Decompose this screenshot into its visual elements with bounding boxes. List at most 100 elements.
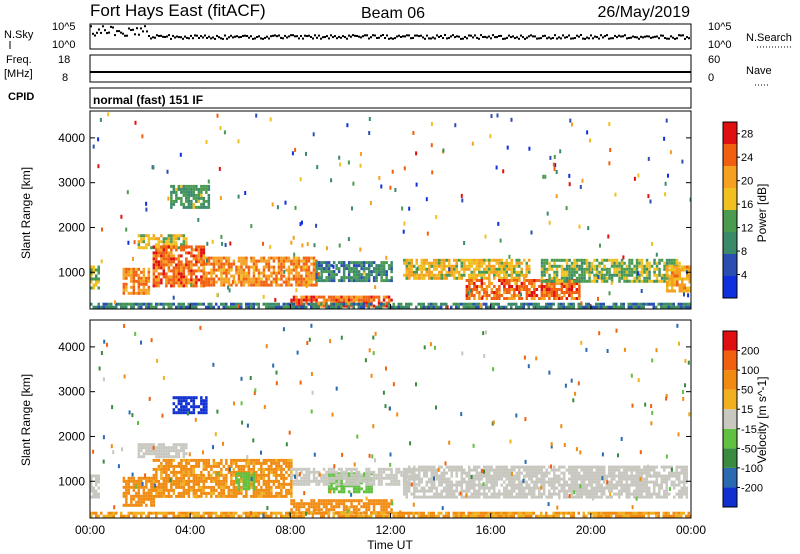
heatmap-cell — [545, 305, 548, 309]
heatmap-cell — [463, 471, 466, 475]
heatmap-cell — [375, 264, 378, 268]
heatmap-cell — [205, 256, 208, 260]
heatmap-cell — [428, 261, 431, 265]
heatmap-cell — [500, 282, 504, 285]
heatmap-cell — [172, 473, 176, 477]
heatmap-cell — [595, 276, 599, 280]
heatmap-cell — [277, 283, 281, 287]
noise-point — [508, 34, 510, 37]
heatmap-cell — [468, 288, 471, 291]
heatmap-cell — [95, 480, 98, 484]
heatmap-cell — [255, 470, 258, 474]
heatmap-cell — [510, 483, 513, 487]
heatmap-cell — [317, 479, 321, 483]
heatmap-cell — [425, 258, 428, 262]
heatmap-cell — [642, 305, 645, 309]
heatmap-cell — [405, 267, 408, 271]
heatmap-cell — [443, 480, 446, 484]
heatmap-cell — [152, 479, 156, 483]
heatmap-cell — [255, 476, 258, 480]
heatmap-cell — [162, 482, 166, 486]
heatmap-cell — [403, 258, 406, 262]
heatmap-cell — [330, 487, 333, 491]
heatmap-cell — [185, 281, 188, 285]
heatmap-cell — [610, 264, 614, 268]
heatmap-cell — [565, 267, 569, 271]
heatmap-cell — [513, 477, 516, 481]
heatmap-cell — [227, 277, 231, 281]
heatmap-cell — [205, 205, 208, 209]
heatmap-cell — [418, 273, 421, 277]
heatmap-cell — [533, 294, 536, 297]
heatmap-cell — [378, 175, 381, 180]
heatmap-cell — [368, 117, 371, 121]
heatmap-cell — [145, 485, 148, 489]
heatmap-cell — [530, 294, 534, 297]
heatmap-cell — [180, 260, 183, 264]
heatmap-cell — [403, 166, 406, 171]
heatmap-cell — [480, 285, 484, 288]
heatmap-cell — [312, 268, 316, 272]
heatmap-cell — [180, 396, 183, 400]
heatmap-cell — [160, 266, 163, 270]
heatmap-cell — [365, 505, 368, 509]
noise-point — [332, 36, 334, 39]
heatmap-cell — [322, 295, 326, 299]
noise-point — [558, 36, 560, 39]
heatmap-cell — [170, 202, 173, 206]
heatmap-cell — [170, 461, 173, 465]
noise-point — [162, 35, 164, 38]
heatmap-cell — [448, 489, 451, 493]
heatmap-cell — [548, 288, 551, 291]
heatmap-cell — [485, 270, 488, 274]
heatmap-cell — [127, 503, 131, 507]
heatmap-cell — [211, 239, 214, 244]
heatmap-cell — [413, 489, 416, 493]
heatmap-cell — [498, 276, 501, 280]
heatmap-cell — [262, 494, 266, 498]
heatmap-cell — [405, 302, 408, 306]
heatmap-cell — [287, 464, 291, 468]
heatmap-cell — [152, 269, 156, 273]
heatmap-cell — [220, 458, 223, 462]
heatmap-cell — [505, 465, 508, 469]
heatmap-cell — [605, 276, 609, 280]
heatmap-cell — [362, 279, 366, 283]
heatmap-cell — [337, 467, 341, 471]
heatmap-cell — [160, 485, 163, 489]
heatmap-cell — [468, 489, 471, 493]
heatmap-cell — [382, 270, 386, 274]
heatmap-cell — [544, 174, 547, 179]
heatmap-cell — [510, 297, 514, 300]
heatmap-cell — [528, 288, 531, 291]
heatmap-cell — [610, 273, 614, 277]
heatmap-cell — [165, 482, 168, 486]
heatmap-cell — [503, 471, 506, 475]
heatmap-cell — [285, 470, 288, 474]
heatmap-cell — [352, 473, 356, 477]
noise-point — [432, 36, 434, 39]
noise-point — [654, 35, 656, 38]
heatmap-cell — [433, 465, 436, 469]
heatmap-cell — [430, 489, 433, 493]
heatmap-cell — [518, 480, 521, 484]
heatmap-cell — [553, 486, 556, 490]
noise-point — [504, 37, 506, 40]
heatmap-cell — [195, 199, 198, 203]
noise-point — [514, 37, 516, 40]
heatmap-cell — [570, 270, 574, 274]
heatmap-cell — [220, 467, 223, 471]
heatmap-cell — [190, 202, 193, 206]
heatmap-cell — [327, 502, 331, 506]
heatmap-cell — [538, 297, 541, 300]
heatmap-cell — [172, 467, 176, 471]
heatmap-cell — [235, 488, 238, 492]
heatmap-cell — [525, 267, 528, 271]
heatmap-cell — [460, 302, 463, 306]
heatmap-cell — [112, 305, 115, 309]
heatmap-cell — [535, 465, 538, 469]
heatmap-cell — [315, 470, 318, 474]
heatmap-cell — [242, 256, 246, 260]
heatmap-cell — [510, 264, 513, 268]
heatmap-cell — [167, 473, 171, 477]
